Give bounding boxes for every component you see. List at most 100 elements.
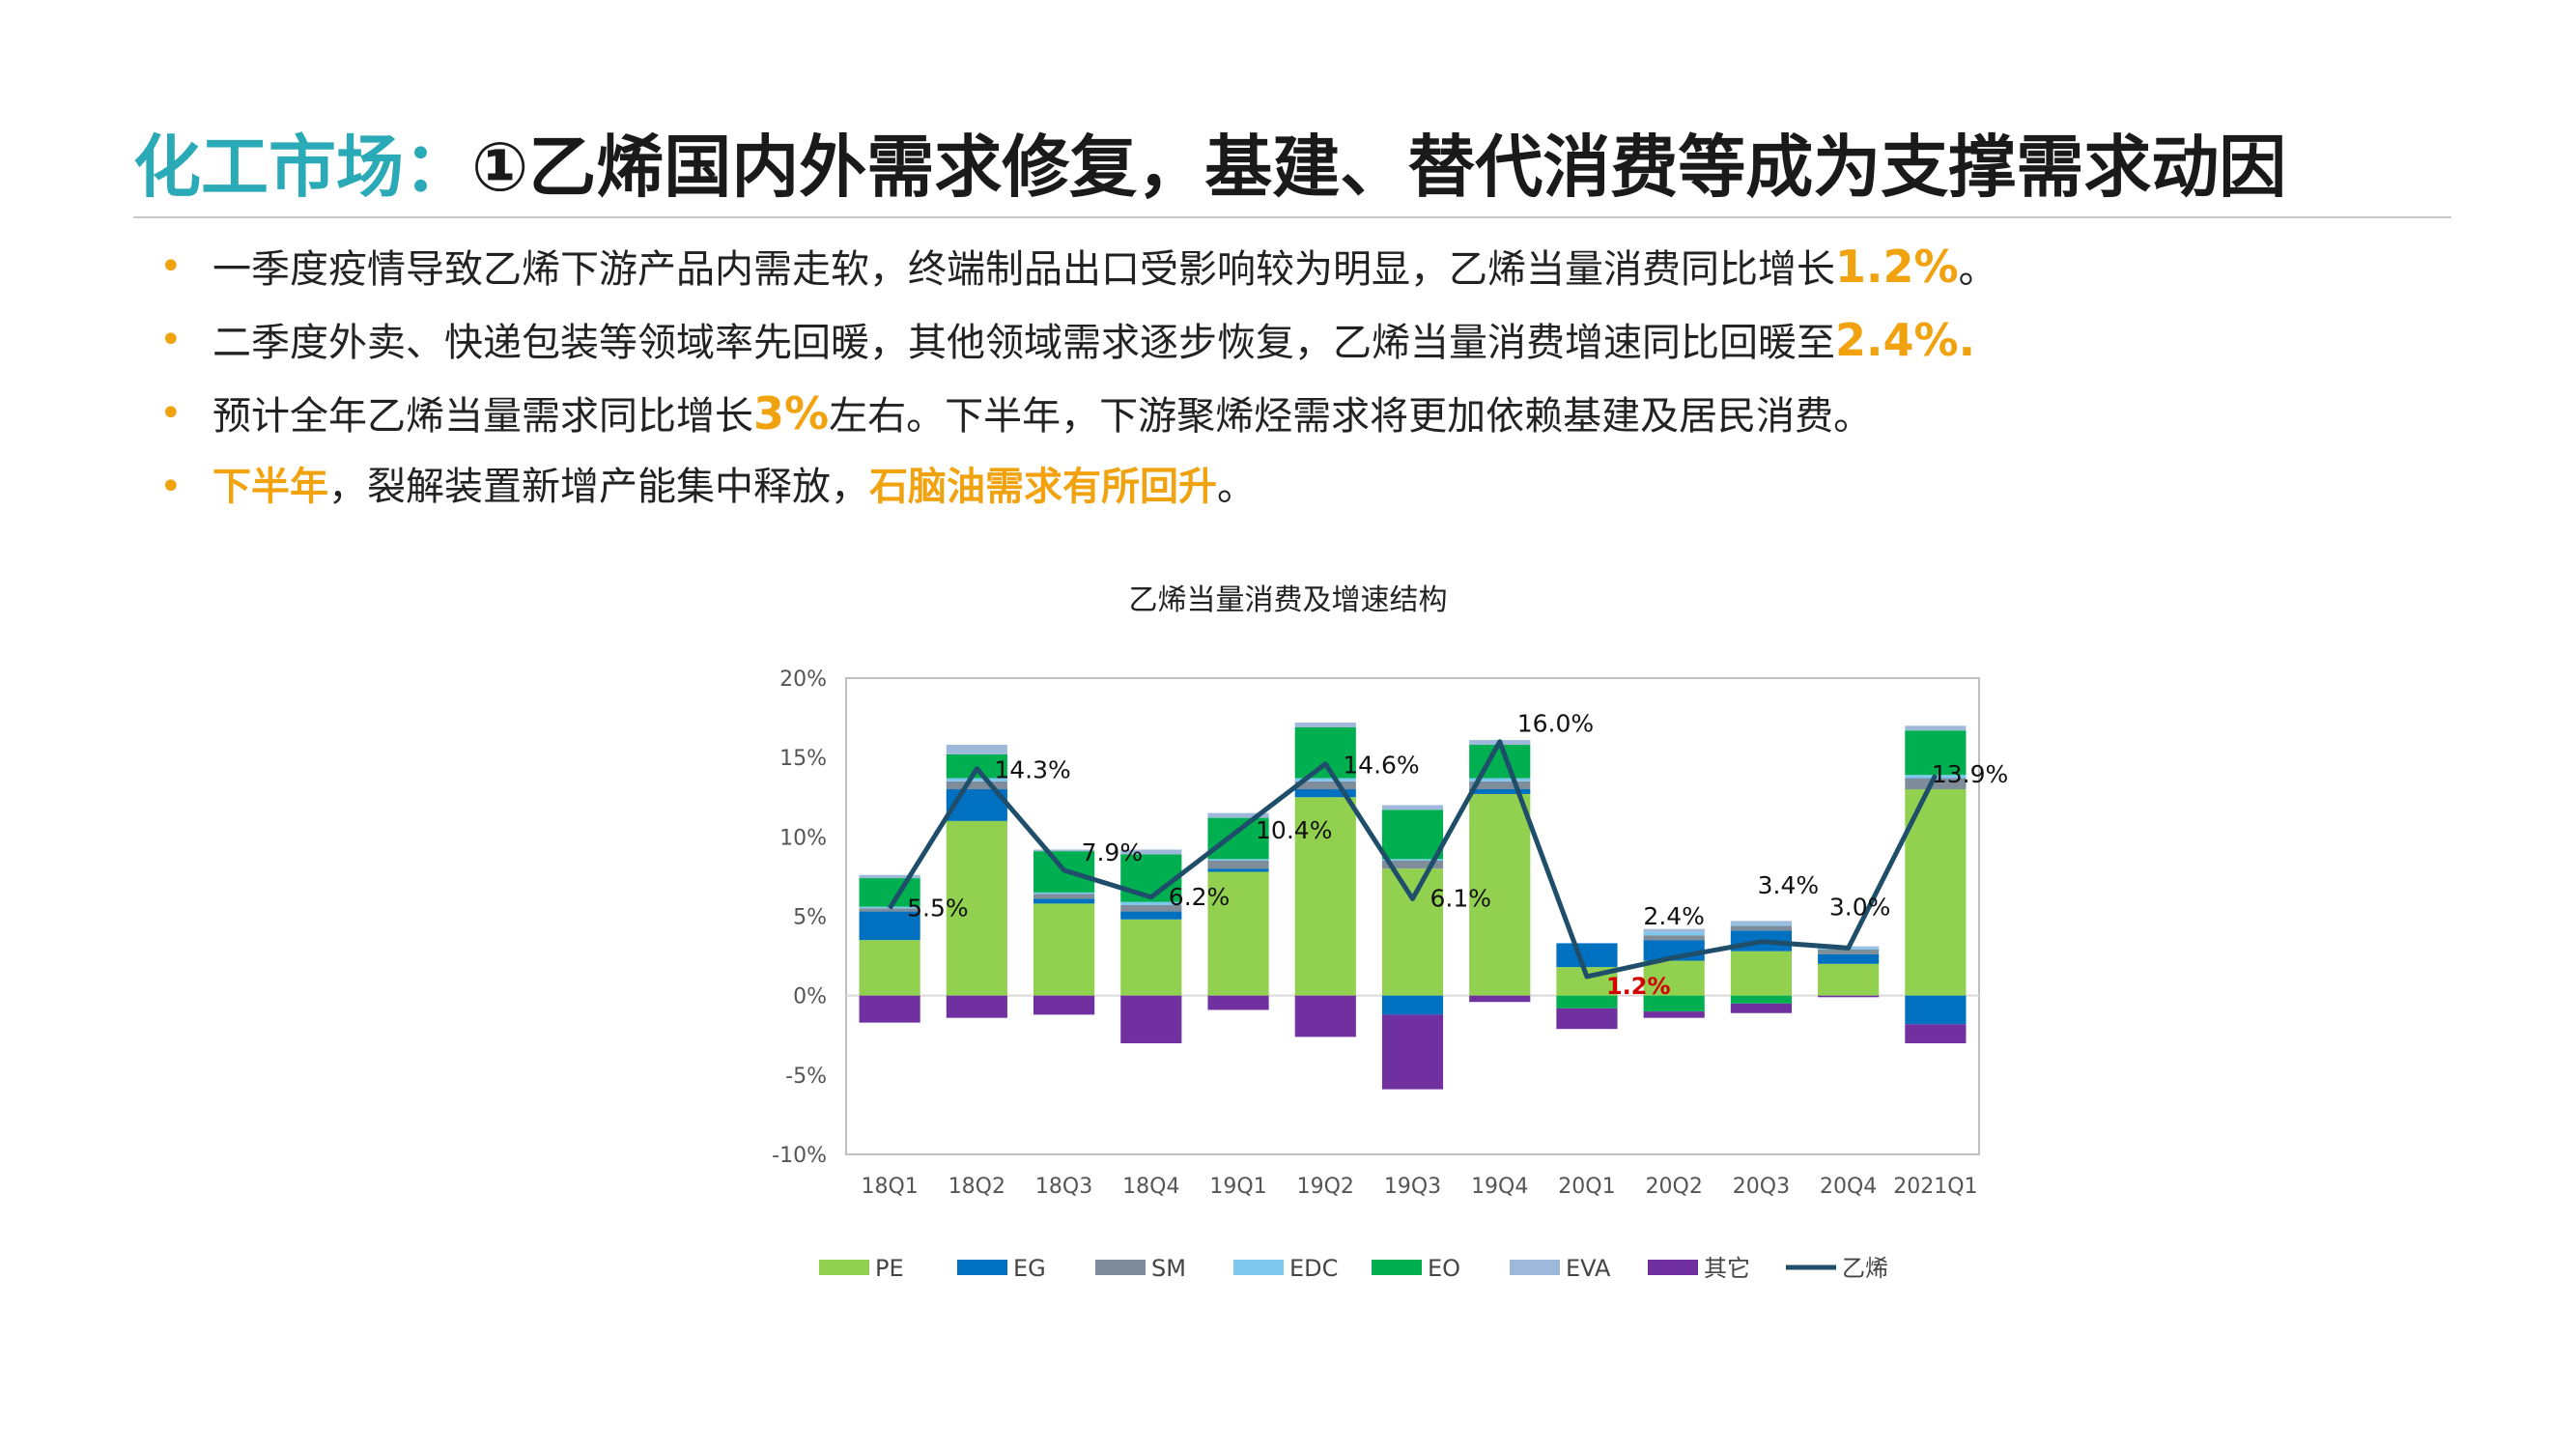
legend-swatch	[1233, 1260, 1284, 1275]
legend: PE EG SM EDC EO EVA 其它 乙烯	[819, 1255, 1888, 1282]
y-tick-label: 20%	[779, 668, 827, 692]
bar-segment	[1120, 901, 1182, 905]
bar-segment	[1294, 726, 1356, 779]
bar-segment	[1905, 778, 1967, 790]
bullet-highlight: 石脑油需求有所回升	[869, 465, 1217, 509]
bar-segment	[1905, 789, 1967, 996]
bar-segment	[1120, 911, 1182, 920]
legend-label: EDC	[1289, 1255, 1338, 1282]
line-data-label: 1.2%	[1606, 973, 1671, 1000]
legend-label: SM	[1151, 1255, 1186, 1282]
y-tick-label: 5%	[793, 906, 827, 930]
bullet-item: • 一季度疫情导致乙烯下游产品内需走软，终端制品出口受影响较为明显，乙烯当量消费…	[159, 230, 2458, 303]
legend-label: PE	[875, 1255, 904, 1282]
legend-swatch	[819, 1260, 869, 1275]
legend-swatch	[957, 1260, 1007, 1275]
bar-segment	[1469, 789, 1531, 794]
bar-segment	[1905, 1024, 1967, 1043]
legend-swatch	[1648, 1260, 1698, 1275]
bar-segment	[1381, 810, 1444, 860]
line-data-label: 16.0%	[1517, 710, 1594, 738]
bar-segment	[1207, 995, 1269, 1010]
plot-frame	[845, 677, 1980, 1155]
bar-segment	[1469, 793, 1531, 996]
bar-segment	[946, 778, 1007, 781]
bullet-marker: •	[159, 244, 183, 289]
bar-segment	[1381, 859, 1444, 861]
x-tick-label: 18Q3	[1035, 1175, 1092, 1199]
bar-segment	[859, 940, 920, 996]
y-tick-label: 15%	[779, 747, 827, 771]
bullet-marker: •	[159, 391, 183, 436]
bar-segment	[859, 874, 920, 879]
x-tick-label: 20Q3	[1733, 1175, 1790, 1199]
bullet-item: • 下半年，裂解装置新增产能集中释放，石脑油需求有所回升。	[159, 450, 2458, 524]
x-tick-label: 19Q2	[1297, 1175, 1354, 1199]
chart-title: 乙烯当量消费及增速结构	[1128, 583, 1448, 617]
legend-swatch	[1095, 1260, 1146, 1275]
bar-segment	[1120, 995, 1182, 1043]
x-tick-label: 20Q4	[1820, 1175, 1877, 1199]
bar-segment	[1469, 995, 1531, 1003]
line-data-label: 6.1%	[1430, 884, 1492, 912]
bar-segment	[1643, 935, 1705, 941]
bullet-text: 预计全年乙烯当量需求同比增长	[212, 394, 753, 439]
bar-segment	[1556, 943, 1618, 968]
line-data-label: 2.4%	[1643, 902, 1705, 930]
bar-segment	[1381, 860, 1444, 869]
line-series: 5.5% 14.3% 7.9% 6.2% 10.4% 14.6% 6.1% 16.0% 1.2%…	[887, 710, 2008, 1000]
bar-segment	[1818, 953, 1880, 964]
bullet-text-end: 左右。下半年，下游聚烯烃需求将更加依赖基建及居民消费。	[829, 394, 1873, 439]
bullet-highlight: 下半年	[212, 465, 328, 509]
bar-segment	[1207, 817, 1269, 860]
bar-segment	[946, 745, 1007, 754]
bar-segment	[1381, 1014, 1444, 1090]
bullet-text: ，裂解装置新增产能集中释放，	[328, 465, 869, 509]
bar-segment	[1556, 995, 1618, 1009]
legend-swatch	[1510, 1260, 1560, 1275]
bullet-marker: •	[159, 318, 183, 362]
bar-segment	[1207, 871, 1269, 996]
x-tick-label: 19Q1	[1209, 1175, 1266, 1199]
bar-segment	[946, 820, 1007, 996]
bar-segment	[1469, 745, 1531, 779]
bar-segment	[1730, 995, 1793, 1004]
bullet-item: • 二季度外卖、快递包装等领域率先回暖，其他领域需求逐步恢复，乙烯当量消费增速同…	[159, 303, 2458, 377]
bar-segment	[1294, 995, 1356, 1037]
bar-segment	[1033, 898, 1095, 904]
bar-segment	[1905, 730, 1967, 776]
bar-segment	[1905, 725, 1967, 731]
bullet-text-end: 。	[1217, 465, 1256, 509]
legend-label: EVA	[1566, 1255, 1611, 1282]
bar-segment	[1033, 894, 1095, 899]
y-tick-label: -5%	[785, 1065, 827, 1089]
bar-segment	[1730, 921, 1793, 924]
bar-segment	[1469, 778, 1531, 781]
bar-segment	[1905, 995, 1967, 1025]
bullet-text: 二季度外卖、快递包装等领域率先回暖，其他领域需求逐步恢复，乙烯当量消费增速同比回…	[212, 321, 1835, 365]
bullet-item: • 预计全年乙烯当量需求同比增长3%左右。下半年，下游聚烯烃需求将更加依赖基建及…	[159, 377, 2458, 450]
y-tick-label: 10%	[779, 826, 827, 850]
bars	[859, 723, 1967, 1090]
bar-segment	[1643, 1011, 1705, 1018]
line-data-label: 10.4%	[1256, 816, 1332, 844]
bar-segment	[1120, 904, 1182, 912]
bar-segment	[1207, 860, 1269, 869]
bar-segment	[859, 911, 920, 941]
x-tick-label: 19Q3	[1384, 1175, 1441, 1199]
bar-segment	[1033, 892, 1095, 895]
line-data-label: 14.3%	[994, 756, 1070, 784]
bar-segment	[1120, 854, 1182, 902]
legend-label: 其它	[1704, 1255, 1750, 1282]
bar-segment	[1120, 919, 1182, 996]
line-data-label: 3.0%	[1829, 893, 1891, 921]
line-ethylene	[887, 739, 1939, 980]
x-tick-label: 20Q1	[1558, 1175, 1615, 1199]
title-divider	[133, 216, 2451, 218]
bar-segment	[859, 908, 920, 912]
bar-segment	[1730, 1003, 1793, 1013]
bar-segment	[1294, 789, 1356, 798]
bar-segment	[1730, 925, 1793, 931]
bar-segment	[1294, 781, 1356, 790]
bar-segment	[1643, 960, 1705, 996]
